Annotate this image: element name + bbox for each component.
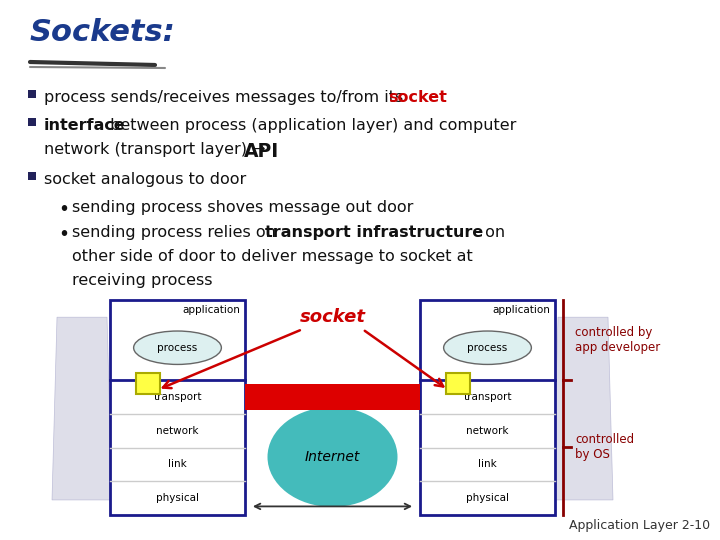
- Text: on: on: [480, 225, 505, 240]
- Polygon shape: [52, 317, 112, 500]
- Bar: [245, 384, 420, 410]
- Text: sending process relies on: sending process relies on: [72, 225, 281, 240]
- Text: network (transport layer) →: network (transport layer) →: [44, 142, 271, 157]
- Text: transport: transport: [153, 392, 202, 402]
- FancyBboxPatch shape: [28, 118, 36, 126]
- Text: physical: physical: [156, 493, 199, 503]
- Text: socket analogous to door: socket analogous to door: [44, 172, 246, 187]
- Text: receiving process: receiving process: [72, 273, 212, 288]
- Text: API: API: [244, 142, 279, 161]
- Text: socket: socket: [300, 308, 366, 326]
- Bar: [110, 300, 245, 515]
- Text: transport: transport: [463, 392, 512, 402]
- Text: Application Layer 2-10: Application Layer 2-10: [569, 519, 710, 532]
- Text: transport infrastructure: transport infrastructure: [265, 225, 483, 240]
- Text: sending process shoves message out door: sending process shoves message out door: [72, 200, 413, 215]
- Text: other side of door to deliver message to socket at: other side of door to deliver message to…: [72, 249, 473, 264]
- Text: controlled by
app developer: controlled by app developer: [575, 326, 660, 354]
- Polygon shape: [553, 317, 613, 500]
- Text: controlled
by OS: controlled by OS: [575, 433, 634, 461]
- Text: Internet: Internet: [305, 450, 360, 464]
- Text: application: application: [182, 305, 240, 315]
- Ellipse shape: [268, 407, 397, 507]
- Text: link: link: [168, 460, 187, 469]
- Bar: [420, 300, 555, 515]
- Text: •: •: [58, 200, 69, 219]
- Text: interface: interface: [44, 118, 126, 133]
- Text: physical: physical: [466, 493, 509, 503]
- Text: process: process: [158, 343, 197, 353]
- Text: link: link: [478, 460, 497, 469]
- Text: process sends/receives messages to/from its: process sends/receives messages to/from …: [44, 90, 408, 105]
- Text: application: application: [492, 305, 550, 315]
- FancyBboxPatch shape: [28, 172, 36, 180]
- FancyBboxPatch shape: [28, 90, 36, 98]
- Text: socket: socket: [388, 90, 447, 105]
- Ellipse shape: [444, 331, 531, 364]
- Text: •: •: [58, 225, 69, 244]
- Text: Sockets:: Sockets:: [30, 18, 176, 47]
- Text: between process (application layer) and computer: between process (application layer) and …: [105, 118, 516, 133]
- Text: process: process: [467, 343, 508, 353]
- Bar: [446, 373, 470, 394]
- Bar: [135, 373, 160, 394]
- Text: network: network: [156, 426, 199, 436]
- Ellipse shape: [134, 331, 221, 364]
- Text: network: network: [467, 426, 509, 436]
